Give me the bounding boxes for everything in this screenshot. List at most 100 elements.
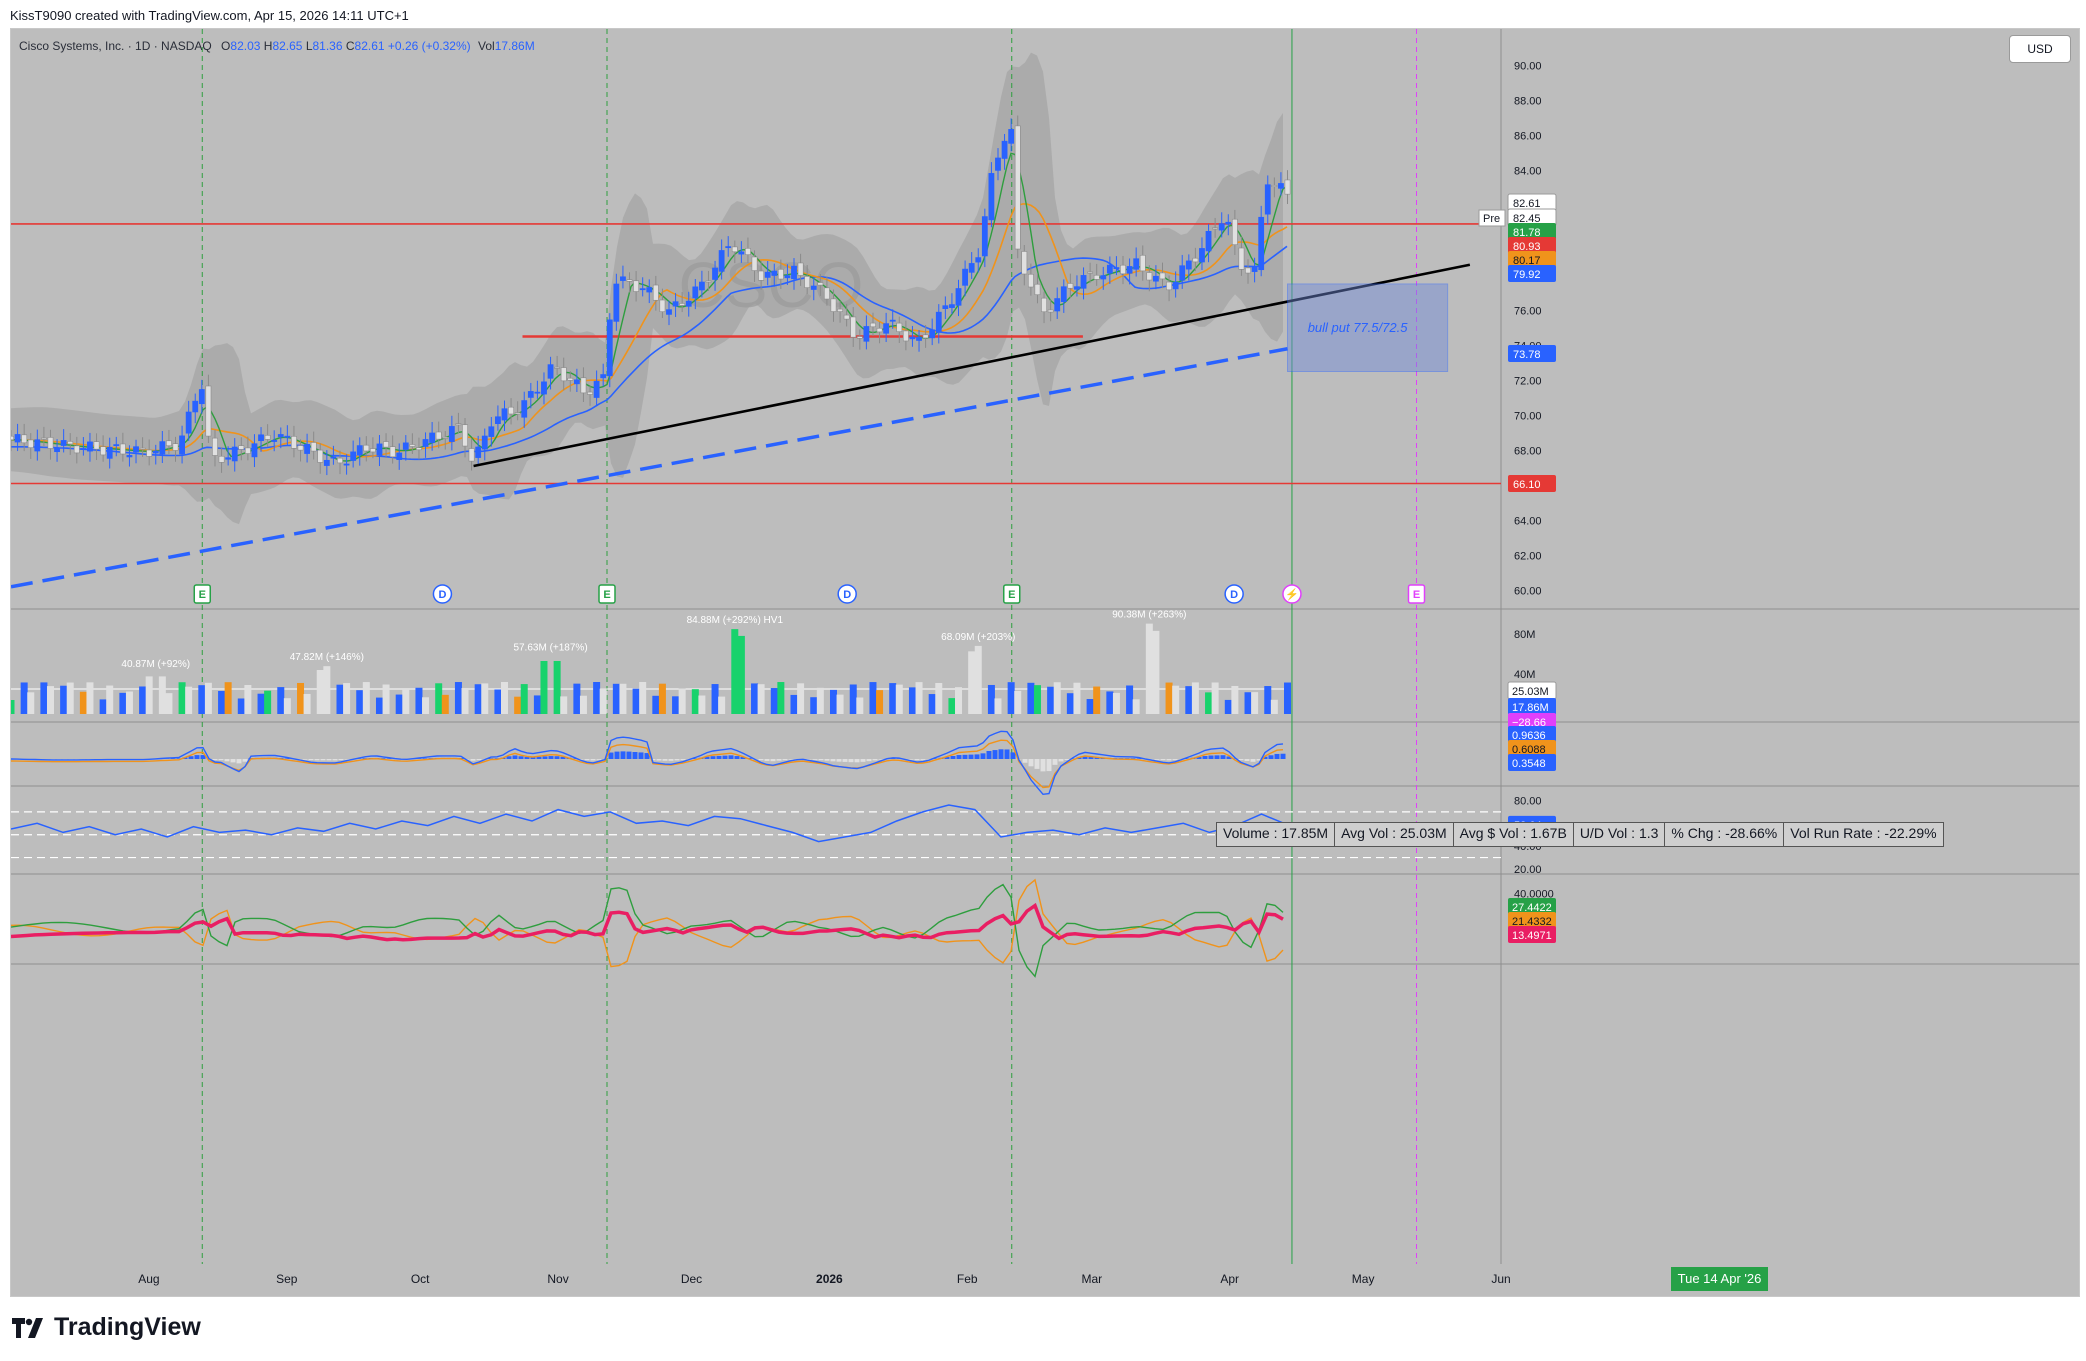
candle-body	[1278, 183, 1284, 189]
candle-body	[225, 457, 232, 460]
volume-bar	[520, 684, 528, 714]
volume-bar	[573, 683, 581, 714]
candle-body	[1205, 231, 1212, 252]
macd-histogram-bar	[872, 759, 878, 761]
volume-bar	[106, 685, 114, 714]
price-axis-tick: 72.00	[1514, 375, 1542, 387]
volume-bar	[79, 691, 87, 714]
candle-body	[797, 262, 804, 276]
macd-histogram-bar	[974, 754, 980, 759]
macd-histogram-bar	[650, 759, 656, 761]
candle-body	[119, 443, 126, 455]
candle-body	[304, 444, 310, 454]
volume-bar	[948, 698, 956, 714]
candle-body	[317, 449, 324, 463]
candle-body	[60, 440, 67, 446]
candle-body	[179, 435, 185, 455]
candle-body	[692, 286, 699, 299]
volume-bar	[323, 666, 331, 714]
volume-bar	[435, 683, 443, 714]
candle-body	[883, 323, 890, 334]
macd-histogram-bar	[1166, 759, 1172, 761]
chart-frame[interactable]: 60.0062.0064.0066.0068.0070.0072.0074.00…	[10, 28, 2080, 1297]
macd-histogram-bar	[758, 759, 764, 761]
candle-body	[14, 434, 21, 443]
macd-histogram-bar	[968, 754, 974, 759]
candle-body	[297, 445, 304, 451]
candle-body	[1113, 267, 1120, 269]
rsi-line	[11, 804, 1288, 843]
volume-bar	[1014, 690, 1022, 714]
chart-canvas[interactable]: 60.0062.0064.0066.0068.0070.0072.0074.00…	[11, 29, 2079, 1296]
price-axis-tick: 76.00	[1514, 305, 1542, 317]
macd-histogram-bar	[1088, 756, 1094, 759]
currency-button[interactable]: USD	[2009, 35, 2071, 63]
macd-histogram-bar	[812, 759, 818, 760]
time-axis-tick: Dec	[681, 1272, 702, 1286]
volume-bar	[974, 645, 982, 714]
macd-histogram-bar	[1058, 759, 1064, 762]
price-axis-label-text: 82.61	[1513, 198, 1541, 210]
macd-histogram-bar	[866, 759, 872, 762]
tradingview-logo[interactable]: TradingView	[12, 1313, 201, 1342]
candle-body	[1284, 179, 1291, 195]
author-credit: KissT9090 created with TradingView.com, …	[10, 8, 409, 23]
volume-bar	[632, 688, 640, 714]
candle-body	[409, 444, 416, 447]
candle-body	[284, 435, 291, 438]
macd-histogram-bar	[986, 750, 992, 759]
volume-bar	[277, 687, 285, 714]
macd-histogram-bar	[284, 758, 290, 759]
legend-close: 82.61	[354, 39, 385, 53]
macd-histogram-bar	[1196, 756, 1202, 759]
candle-body	[685, 300, 692, 307]
volume-bar	[1152, 630, 1160, 714]
candle-body	[613, 283, 620, 322]
bull-put-label: bull put 77.5/72.5	[1308, 320, 1409, 335]
earnings-marker-label: E	[603, 589, 610, 601]
candle-body	[40, 437, 47, 440]
symbol-legend[interactable]: Cisco Systems, Inc. · 1D · NASDAQ O82.03…	[19, 39, 535, 53]
candle-body	[468, 448, 475, 462]
candle-body	[1185, 260, 1192, 270]
candle-body	[731, 246, 738, 253]
macd-histogram-bar	[1040, 759, 1046, 772]
macd-histogram-bar	[230, 759, 236, 763]
candle-body	[277, 434, 284, 438]
macd-histogram-bar	[950, 755, 956, 759]
macd-histogram-bar	[770, 759, 776, 762]
tradingview-logo-icon	[12, 1317, 43, 1338]
candle-body	[981, 216, 988, 257]
candle-body	[824, 287, 830, 300]
macd-histogram-bar	[1172, 759, 1178, 760]
legend-open-label: O	[221, 39, 231, 53]
price-axis-label	[1508, 345, 1556, 362]
candle-body	[679, 303, 686, 306]
candle-body	[863, 326, 870, 342]
legend-volume-label: Vol	[478, 39, 495, 53]
volume-bar	[145, 676, 153, 714]
candle-body	[1014, 125, 1021, 250]
candle-body	[21, 434, 28, 444]
macd-histogram-bar	[542, 756, 548, 759]
macd-histogram-bar	[626, 751, 632, 759]
volume-bar	[165, 693, 173, 714]
candle-body	[87, 441, 93, 452]
candle-body	[738, 251, 745, 255]
black-trendline	[473, 263, 1471, 468]
volume-bar	[540, 660, 548, 714]
macd-histogram-bar	[824, 759, 830, 761]
candle-body	[810, 285, 817, 290]
candle-body	[995, 157, 1001, 171]
stat-run-rate: Vol Run Rate : -22.29%	[1790, 825, 1937, 841]
candle-body	[258, 434, 264, 442]
volume-bar	[751, 683, 759, 714]
candle-body	[429, 432, 436, 443]
volume-bar	[11, 700, 15, 714]
macd-axis-label	[1508, 754, 1556, 771]
volume-bar	[955, 687, 963, 714]
macd-histogram-bar	[1034, 759, 1040, 769]
volume-bar	[987, 684, 995, 714]
macd-histogram-bar	[470, 759, 476, 761]
candle-body	[745, 248, 751, 255]
